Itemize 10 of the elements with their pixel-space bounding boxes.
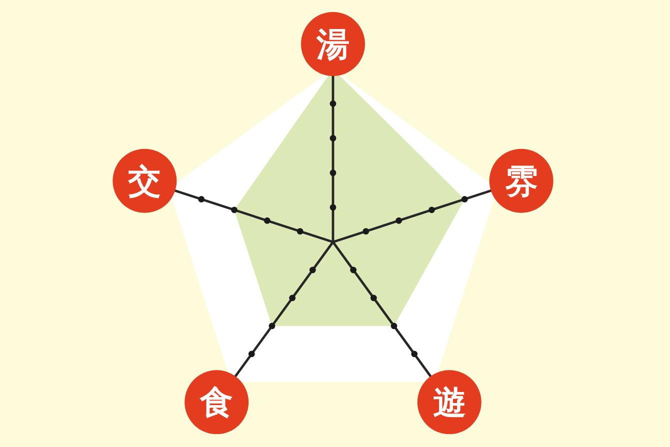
category-label: 雰 — [489, 148, 554, 213]
category-label: 遊 — [417, 370, 482, 434]
spoke-label: 食 — [199, 382, 234, 422]
spoke-label: 湯 — [316, 24, 350, 64]
spoke-label: 交 — [127, 161, 162, 200]
category-label: 湯 — [301, 12, 365, 76]
spoke-label: 雰 — [504, 161, 538, 200]
spoke-label: 遊 — [432, 382, 466, 422]
category-label: 食 — [184, 370, 249, 434]
category-label: 交 — [112, 148, 177, 213]
